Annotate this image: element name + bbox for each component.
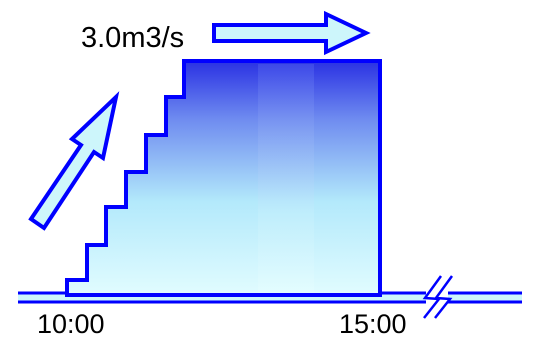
- end-time-label: 15:00: [339, 309, 407, 338]
- start-time-label: 10:00: [37, 309, 105, 338]
- plateau-highlight: [258, 64, 314, 293]
- stepped-hydrograph: [65, 59, 382, 297]
- axis-break-icon: [422, 275, 454, 319]
- right-arrow-icon: [212, 10, 371, 56]
- flow-rate-label: 3.0m3/s: [81, 22, 184, 54]
- diagonal-up-arrow-icon: [28, 91, 120, 231]
